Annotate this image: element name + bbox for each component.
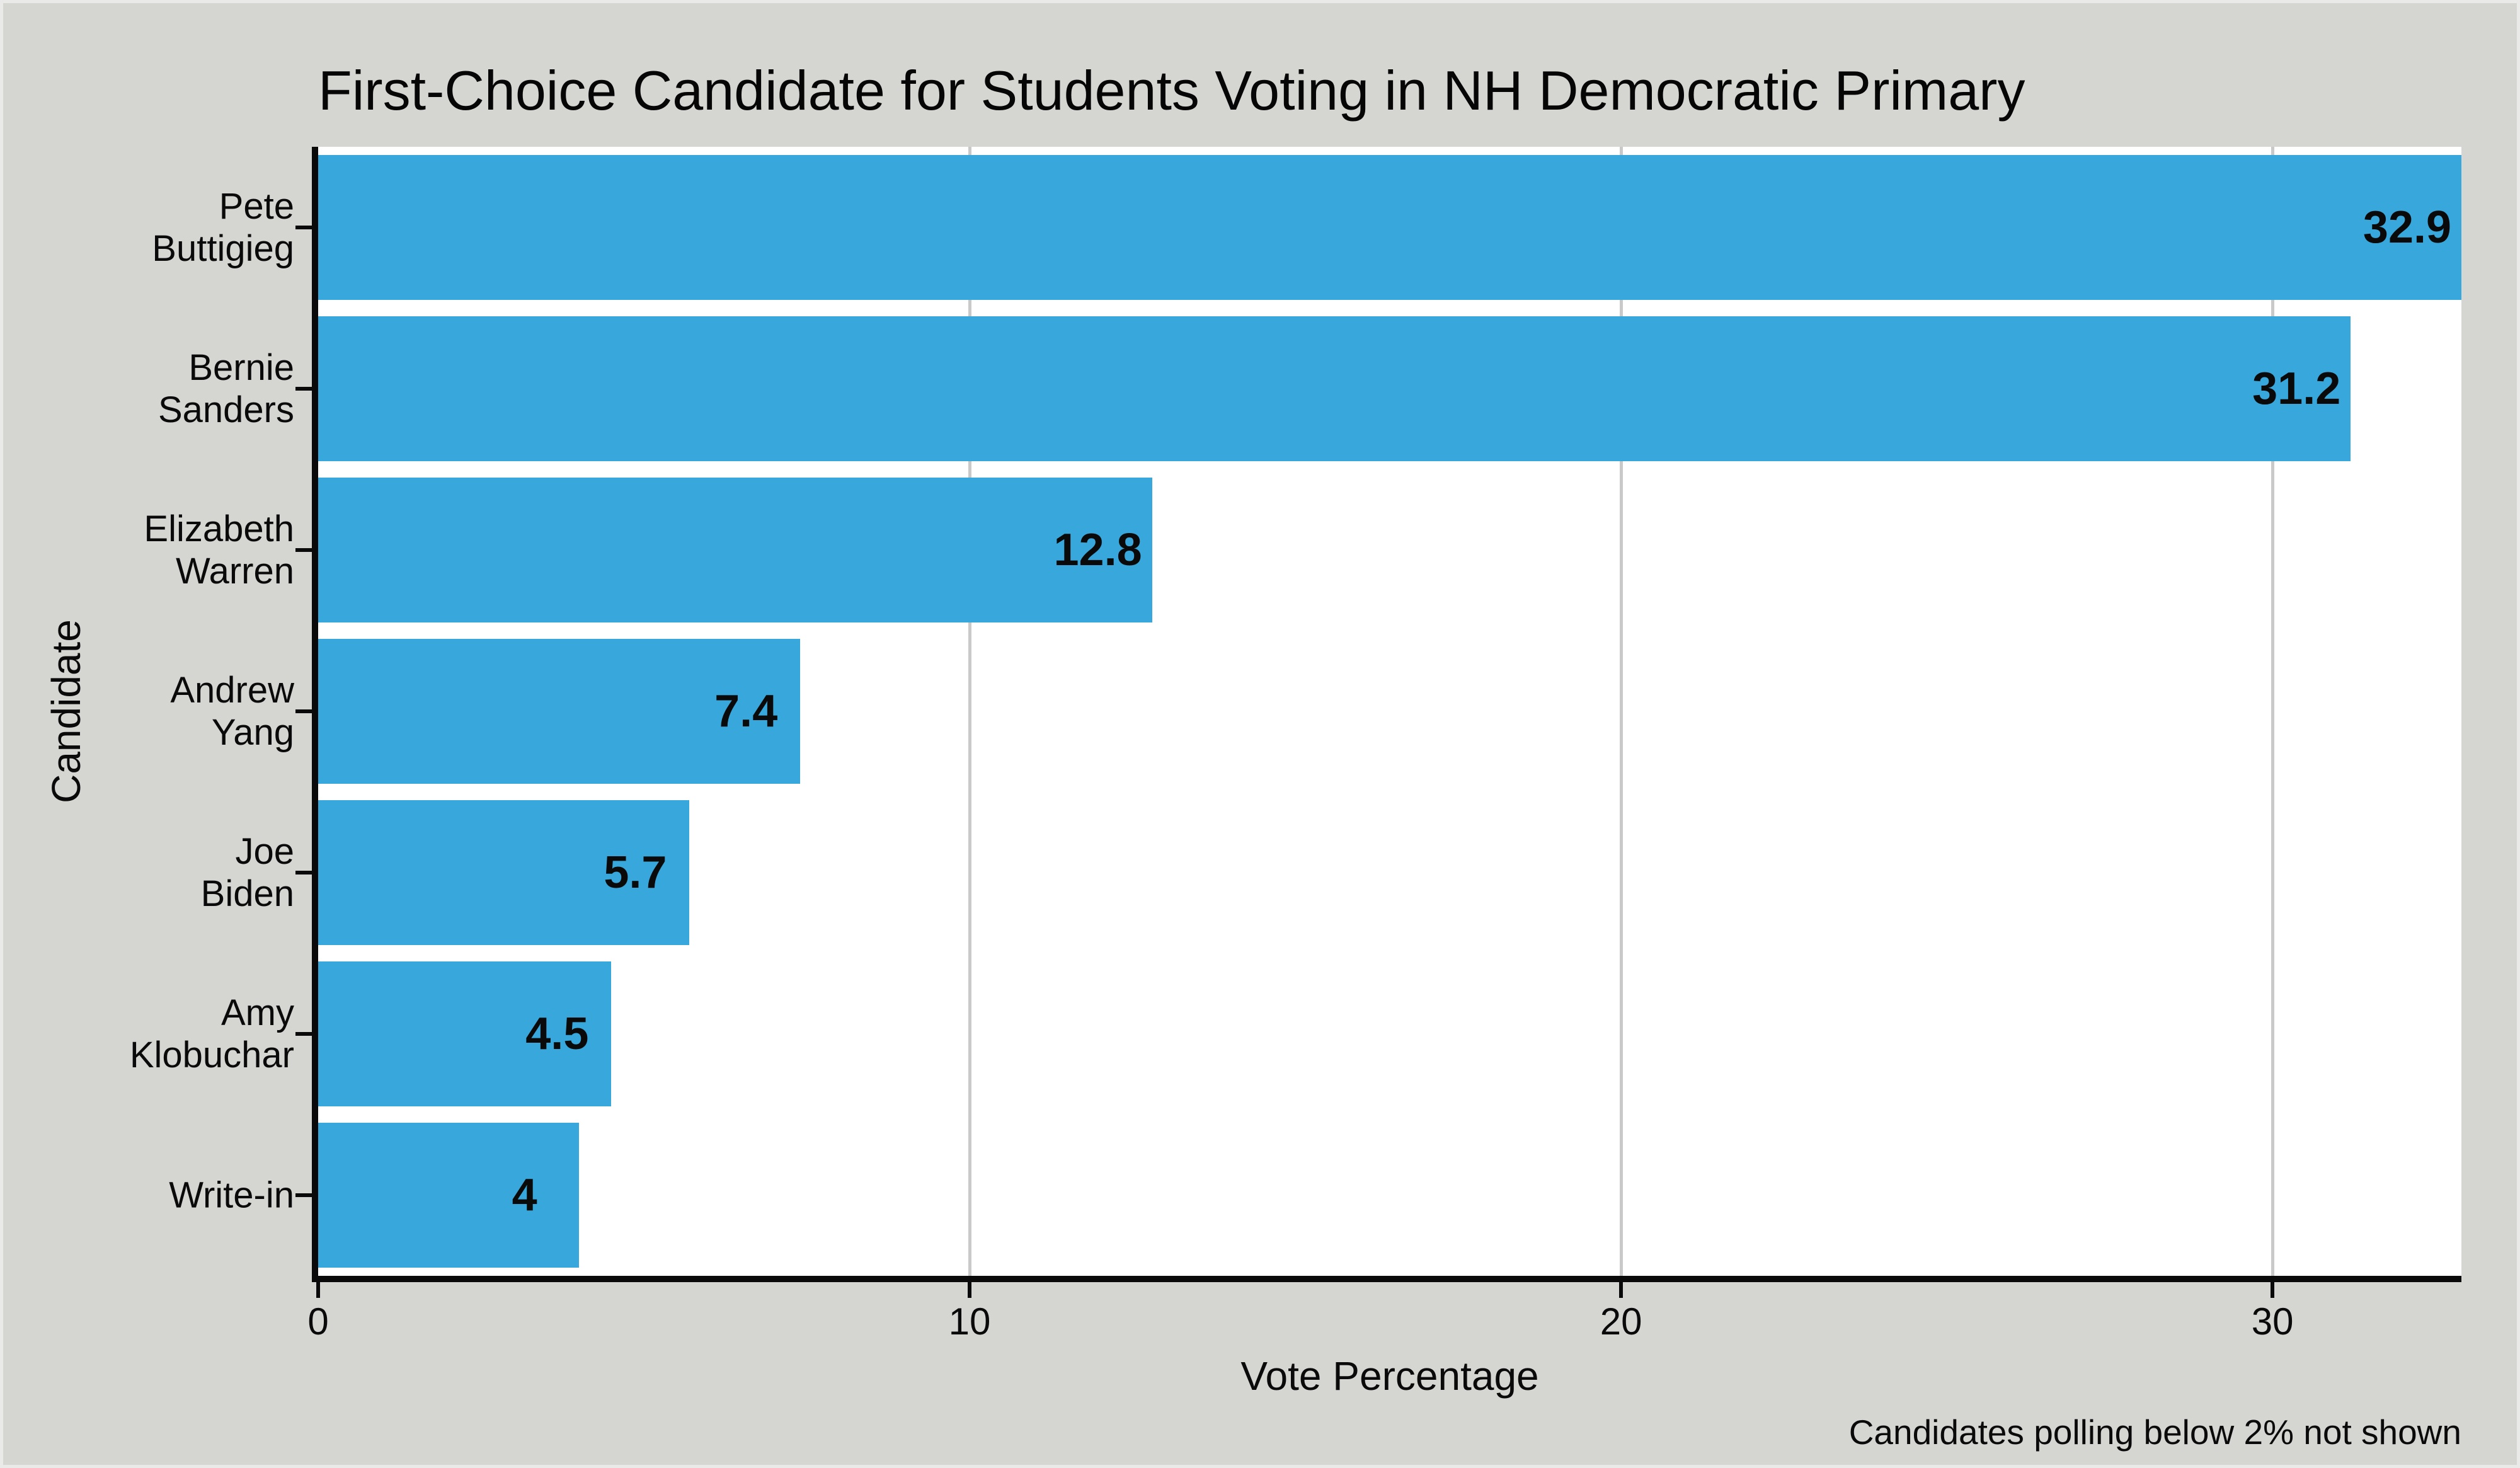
y-tick <box>295 226 312 229</box>
bar-value-label: 7.4 <box>714 686 778 737</box>
y-tick-label-amy-klobuchar: Amy Klobuchar <box>129 992 294 1075</box>
x-tick-label-0: 0 <box>307 1300 329 1343</box>
bar-andrew-yang <box>318 639 801 784</box>
y-tick <box>295 1032 312 1036</box>
bar-value-label: 32.9 <box>2362 202 2452 253</box>
bar-amy-klobuchar <box>318 961 612 1106</box>
gridline-x-30 <box>2271 147 2274 1276</box>
x-tick <box>1619 1282 1624 1298</box>
gridline-x-20 <box>1619 147 1623 1276</box>
x-tick <box>316 1282 320 1298</box>
x-tick <box>968 1282 972 1298</box>
plot-panel: 32.9 31.2 12.8 7.4 5.7 4.5 4 <box>318 147 2461 1276</box>
bar-elizabeth-warren <box>318 478 1152 622</box>
y-tick-label-bernie-sanders: Bernie Sanders <box>158 347 294 430</box>
chart-title: First-Choice Candidate for Students Voti… <box>318 59 2025 122</box>
bar-bernie-sanders <box>318 316 2351 461</box>
x-tick-label-10: 10 <box>948 1300 991 1343</box>
y-tick-label-andrew-yang: Andrew Yang <box>170 670 294 753</box>
y-axis-title: Candidate <box>43 619 89 803</box>
x-axis-title: Vote Percentage <box>1240 1353 1539 1399</box>
y-tick <box>295 1193 312 1197</box>
bar-value-label: 12.8 <box>1053 525 1142 575</box>
footnote: Candidates polling below 2% not shown <box>1848 1413 2461 1452</box>
x-tick-label-30: 30 <box>2251 1300 2294 1343</box>
bar-joe-biden <box>318 800 690 945</box>
y-tick <box>295 548 312 552</box>
y-tick <box>295 709 312 713</box>
bar-value-label: 31.2 <box>2252 364 2341 414</box>
bar-write-in <box>318 1123 579 1268</box>
bar-value-label: 4.5 <box>525 1009 589 1059</box>
gridline-x-10 <box>968 147 971 1276</box>
x-tick-label-20: 20 <box>1600 1300 1642 1343</box>
y-tick <box>295 387 312 391</box>
y-tick-label-pete-buttigieg: Pete Buttigieg <box>152 186 294 269</box>
bar-value-label: 4 <box>512 1170 537 1220</box>
y-tick-label-write-in: Write-in <box>169 1174 294 1216</box>
y-tick <box>295 871 312 874</box>
x-axis-line <box>312 1276 2461 1282</box>
x-tick <box>2271 1282 2275 1298</box>
y-tick-label-joe-biden: Joe Biden <box>200 831 294 914</box>
y-axis-line <box>312 147 318 1282</box>
bar-pete-buttigieg <box>318 155 2461 300</box>
y-tick-label-elizabeth-warren: Elizabeth Warren <box>144 508 294 592</box>
bar-value-label: 5.7 <box>604 847 667 898</box>
